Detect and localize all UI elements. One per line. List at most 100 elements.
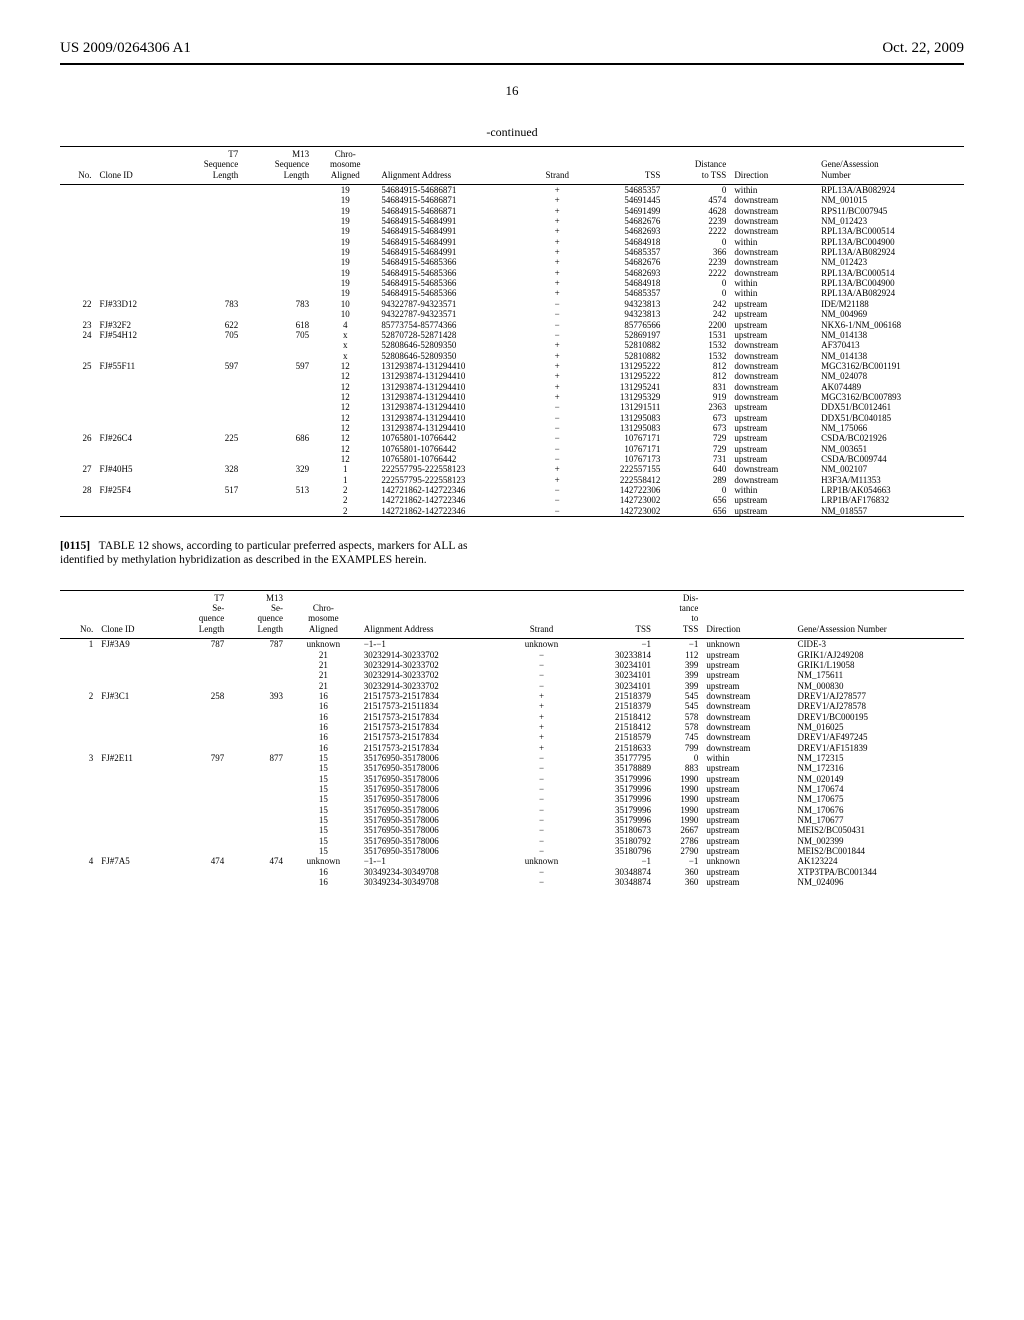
table-row: 2130232914-30233702−30234101399upstreamN… <box>60 681 964 691</box>
table-cell: 12 <box>313 413 377 423</box>
table-cell: − <box>505 867 578 877</box>
table-row: x52808646-52809350+528108821532downstrea… <box>60 340 964 350</box>
table-cell <box>228 712 287 722</box>
table-cell <box>170 701 229 711</box>
table-row: 1535176950-35178006−351799961990upstream… <box>60 794 964 804</box>
table-cell: − <box>531 413 584 423</box>
table-cell: 131295222 <box>583 371 664 381</box>
table-cell <box>171 351 242 361</box>
table-cell: 0 <box>664 278 730 288</box>
table-cell: 15 <box>287 836 360 846</box>
table-cell: downstream <box>730 382 817 392</box>
table-cell: 54682693 <box>583 226 664 236</box>
table-cell: 474 <box>228 856 287 866</box>
table-cell <box>60 216 95 226</box>
table-cell <box>171 413 242 423</box>
table-cell <box>228 825 287 835</box>
table-cell: 919 <box>664 392 730 402</box>
table-cell: within <box>702 753 793 763</box>
table-cell: 4628 <box>664 206 730 216</box>
table-cell: NM_172316 <box>793 763 964 773</box>
table-cell: 2222 <box>664 268 730 278</box>
table-cell: 328 <box>171 464 242 474</box>
table-cell: 640 <box>664 464 730 474</box>
table-cell <box>170 805 229 815</box>
table-cell: downstream <box>730 226 817 236</box>
table-cell: upstream <box>702 763 793 773</box>
table-cell: + <box>531 392 584 402</box>
table-cell: 729 <box>664 433 730 443</box>
table-cell: 35179996 <box>578 805 655 815</box>
table-row: 28FJ#25F45175132142721862-142722346−1427… <box>60 485 964 495</box>
table-cell: 30348874 <box>578 877 655 887</box>
table-cell: 2790 <box>655 846 702 856</box>
table-cell <box>95 288 171 298</box>
column-header: T7SequenceLength <box>171 147 242 185</box>
table-cell: 1990 <box>655 784 702 794</box>
table-cell: DREV1/AJ278578 <box>793 701 964 711</box>
column-header: T7Se-quenceLength <box>170 590 229 638</box>
table-row: 1FJ#3A9787787unknown−1-−1unknown−1−1unkn… <box>60 639 964 650</box>
table-cell: 4574 <box>664 195 730 205</box>
table-cell: + <box>531 351 584 361</box>
table-cell: −1-−1 <box>360 639 505 650</box>
table-row: 22FJ#33D127837831094322787-94323571−9432… <box>60 299 964 309</box>
table-cell: 19 <box>313 288 377 298</box>
table-cell: 30348874 <box>578 867 655 877</box>
table-cell: 289 <box>664 475 730 485</box>
table-cell <box>60 495 95 505</box>
table-cell: 21517573-21517834 <box>360 691 505 701</box>
table-cell: 19 <box>313 195 377 205</box>
table-cell <box>60 185 95 196</box>
table-cell: 21517573-21517834 <box>360 722 505 732</box>
table-cell: 0 <box>664 237 730 247</box>
table-cell: FJ#3A9 <box>97 639 169 650</box>
table-cell: 131293874-131294410 <box>377 423 531 433</box>
table-cell: 21517573-21517834 <box>360 732 505 742</box>
table-cell: + <box>531 185 584 196</box>
table-cell: FJ#3C1 <box>97 691 169 701</box>
table-row: 1954684915-54684991+546849180withinRPL13… <box>60 237 964 247</box>
table-cell <box>242 268 313 278</box>
table-cell <box>95 413 171 423</box>
table-cell: 2 <box>313 506 377 517</box>
table-cell <box>97 712 169 722</box>
table-cell <box>60 268 95 278</box>
table-row: 24FJ#54H12705705x52870728-52871428−52869… <box>60 330 964 340</box>
table-cell: 705 <box>242 330 313 340</box>
table-row: 12131293874-131294410−1312915112363upstr… <box>60 402 964 412</box>
table-cell: 35177795 <box>578 753 655 763</box>
table-cell: 142722306 <box>583 485 664 495</box>
table-cell: 52869197 <box>583 330 664 340</box>
table-cell: 597 <box>171 361 242 371</box>
table-cell: within <box>730 237 817 247</box>
table-cell: AF370413 <box>817 340 964 350</box>
table-cell: 21517573-21517834 <box>360 743 505 753</box>
table-cell: 94322787-94323571 <box>377 309 531 319</box>
table-cell: unknown <box>702 639 793 650</box>
table-cell: 21518633 <box>578 743 655 753</box>
table-cell: 787 <box>170 639 229 650</box>
table-cell: NM_020149 <box>793 774 964 784</box>
table-cell <box>242 506 313 517</box>
table-cell: 242 <box>664 299 730 309</box>
table-cell: + <box>505 701 578 711</box>
table-cell: RPS11/BC007945 <box>817 206 964 216</box>
table-cell: GRIK1/L19058 <box>793 660 964 670</box>
header-rule <box>60 63 964 65</box>
table-cell: 35176950-35178006 <box>360 815 505 825</box>
table-cell: downstream <box>702 701 793 711</box>
table-cell <box>242 309 313 319</box>
table-cell: + <box>505 691 578 701</box>
table-cell <box>95 206 171 216</box>
table-cell: + <box>531 464 584 474</box>
table-cell <box>228 650 287 660</box>
table-cell <box>95 495 171 505</box>
table-cell: unknown <box>505 639 578 650</box>
table-cell: NM_014138 <box>817 330 964 340</box>
table-row: 12131293874-131294410+131295241831downst… <box>60 382 964 392</box>
table-cell: 2 <box>60 691 97 701</box>
table-cell: downstream <box>730 361 817 371</box>
table-cell <box>242 278 313 288</box>
table-cell <box>60 382 95 392</box>
